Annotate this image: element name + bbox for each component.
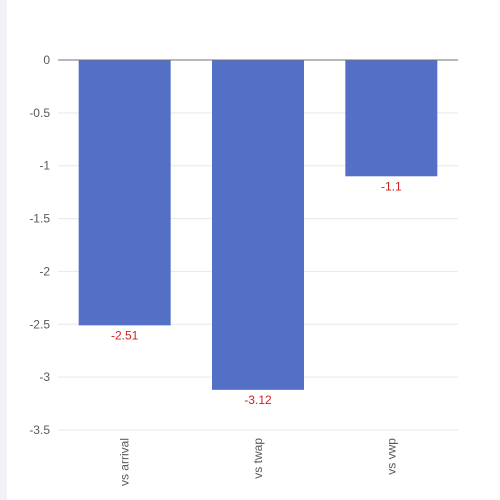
y-tick-label: -1 — [39, 159, 50, 173]
x-tick-label: vs vwp — [384, 438, 398, 475]
y-tick-label: -3.5 — [29, 423, 50, 437]
x-tick-label: vs twap — [251, 438, 265, 479]
data-label: -2.51 — [111, 328, 139, 342]
left-panel-edge — [0, 0, 7, 500]
y-tick-label: -3 — [39, 370, 50, 384]
y-tick-label: 0 — [43, 53, 50, 67]
data-labels: -2.51 -3.12 -1.1 — [111, 179, 402, 407]
data-label: -1.1 — [381, 179, 402, 193]
y-tick-label: -2 — [39, 264, 50, 278]
y-tick-label: -2.5 — [29, 317, 50, 331]
y-tick-label: -0.5 — [29, 106, 50, 120]
bars — [78, 60, 438, 390]
y-tick-label: -1.5 — [29, 212, 50, 226]
x-axis-ticks: vs arrival vs twap vs vwp — [118, 438, 399, 486]
data-label: -3.12 — [244, 393, 272, 407]
y-axis-ticks: 0 -0.5 -1 -1.5 -2 -2.5 -3 -3.5 — [29, 53, 50, 437]
x-tick-label: vs arrival — [118, 438, 132, 486]
bar[interactable] — [212, 60, 304, 390]
bar[interactable] — [78, 60, 171, 326]
bar[interactable] — [345, 60, 438, 177]
